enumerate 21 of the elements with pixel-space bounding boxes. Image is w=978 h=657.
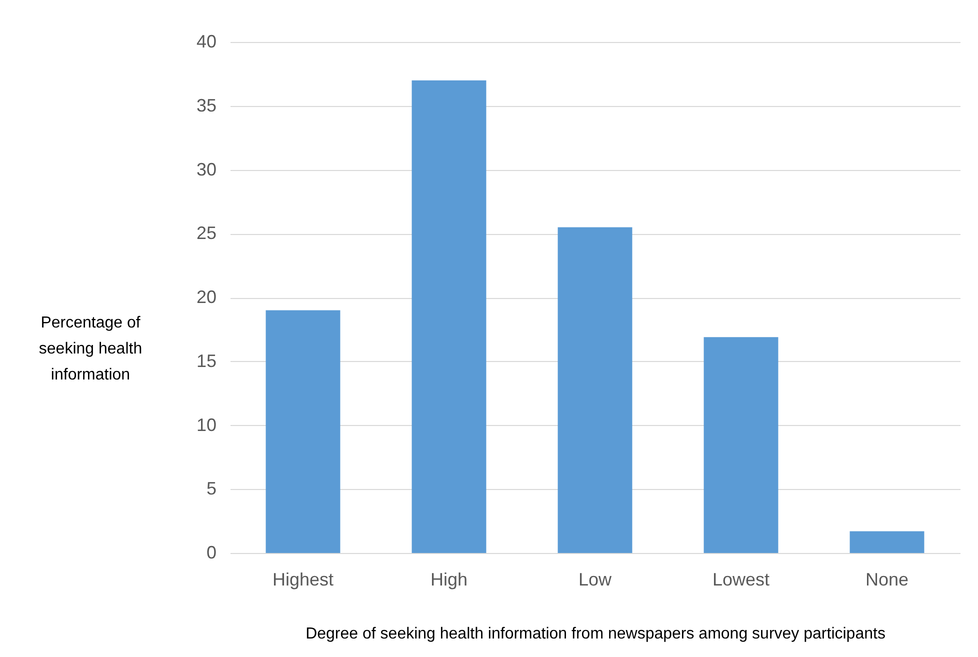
y-tick-label: 20: [196, 287, 216, 307]
bar: [412, 80, 486, 553]
x-tick-label: None: [865, 570, 909, 590]
x-tick-label: Lowest: [712, 570, 770, 590]
bar: [266, 310, 340, 553]
x-tick-label: Highest: [272, 570, 334, 590]
y-tick-label: 25: [196, 223, 216, 244]
x-tick-label: High: [430, 570, 468, 590]
y-tick-label: 0: [206, 542, 216, 562]
bar: [704, 337, 778, 553]
y-tick-label: 10: [196, 414, 216, 435]
bar: [850, 531, 924, 553]
y-tick-label: 35: [196, 95, 216, 116]
y-tick-label: 15: [196, 350, 216, 371]
y-tick-label: 30: [196, 159, 216, 180]
bar: [558, 227, 632, 553]
y-axis-title: Percentage of seeking health information: [38, 314, 142, 384]
y-tick-label: 5: [206, 478, 216, 499]
x-tick-label: Low: [578, 570, 613, 590]
y-tick-label: 40: [196, 32, 216, 52]
x-axis-title: Degree of seeking health information from newspapers among survey participants: [306, 626, 886, 642]
